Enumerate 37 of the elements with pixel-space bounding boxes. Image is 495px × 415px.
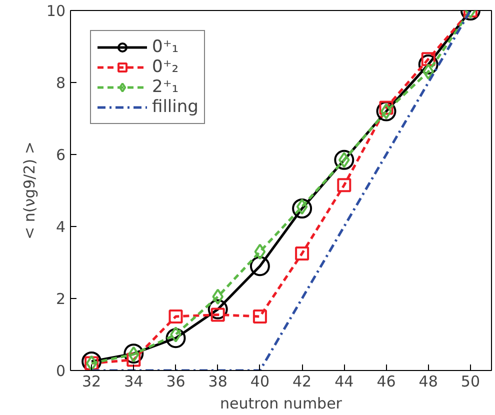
y-axis-title: < n(νg9/2) > (20, 142, 38, 240)
y-tick-label: 4 (56, 218, 66, 236)
x-tick-label: 32 (82, 372, 102, 390)
point (334, 150, 354, 170)
x-axis-title: neutron number (220, 394, 343, 412)
x-tick-label: 38 (208, 372, 228, 390)
point (418, 54, 438, 74)
legend-label: 0⁺₁ (152, 37, 179, 57)
y-tick-label: 2 (56, 290, 66, 308)
legend-label: 2⁺₁ (152, 77, 179, 97)
point (208, 299, 228, 320)
y-tick-label: 0 (56, 362, 66, 380)
legend-label: filling (152, 97, 198, 117)
y-tick-label: 6 (56, 146, 66, 164)
x-tick-label: 34 (124, 372, 144, 390)
y-tick-label: 10 (46, 2, 66, 20)
point (168, 310, 183, 324)
point (250, 256, 270, 276)
point (337, 178, 352, 192)
point (254, 244, 266, 260)
point (252, 310, 267, 324)
point (124, 344, 144, 364)
x-tick-label: 48 (418, 372, 438, 390)
point (82, 352, 102, 370)
x-tick-label: 46 (376, 372, 396, 390)
x-tick-label: 40 (250, 372, 270, 390)
point (292, 198, 312, 218)
x-tick-label: 42 (292, 372, 312, 390)
point (376, 101, 396, 122)
point (166, 328, 186, 348)
x-tick-label: 36 (166, 372, 186, 390)
y-tick-label: 8 (56, 74, 66, 92)
point (212, 288, 224, 305)
point (295, 246, 310, 260)
legend-label: 0⁺₂ (152, 57, 179, 77)
x-tick-label: 44 (334, 372, 354, 390)
x-tick-label: 50 (460, 372, 480, 390)
